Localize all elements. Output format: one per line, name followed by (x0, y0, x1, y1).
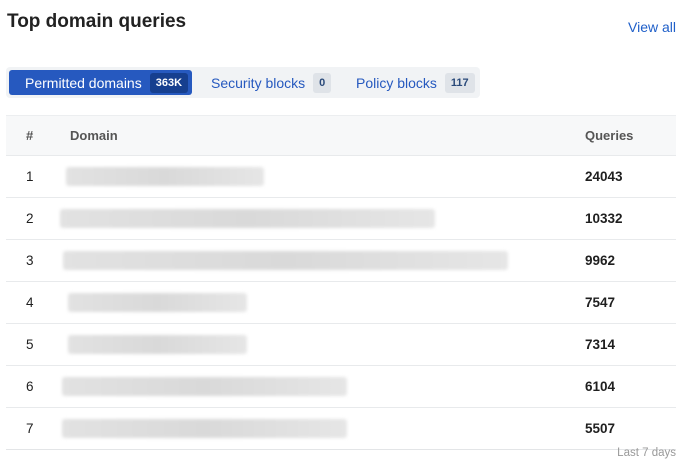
rank: 2 (6, 197, 56, 240)
rank: 6 (6, 365, 56, 408)
column-rank: # (26, 128, 34, 143)
redacted-domain (60, 209, 435, 228)
view-all-link[interactable]: View all (628, 19, 676, 35)
table-header: # Domain Queries (6, 115, 676, 156)
rank: 5 (6, 323, 56, 366)
rank: 7 (6, 407, 56, 450)
redacted-domain (68, 335, 247, 354)
query-count: 10332 (584, 197, 676, 240)
query-count: 24043 (584, 155, 676, 198)
time-period-label: Last 7 days (617, 447, 676, 459)
domain-table: # Domain Queries 1 24043 2 10332 3 9962 4 75… (6, 115, 676, 450)
query-count: 9962 (584, 239, 676, 282)
rank: 3 (6, 239, 56, 282)
table-row[interactable]: 5 7314 (6, 323, 676, 366)
tab-permitted-domains[interactable]: Permitted domains 363K (9, 70, 192, 95)
tab-policy-blocks[interactable]: Policy blocks 117 (356, 70, 475, 95)
redacted-domain (62, 419, 347, 438)
tab-label: Permitted domains (25, 74, 142, 91)
tab-bar: Permitted domains 363K Security blocks 0… (6, 67, 480, 98)
table-row[interactable]: 3 9962 (6, 239, 676, 282)
count-badge: 117 (444, 72, 475, 93)
redacted-domain (68, 293, 247, 312)
query-count: 7547 (584, 281, 676, 324)
column-domain: Domain (70, 128, 118, 143)
redacted-domain (66, 167, 264, 186)
tab-security-blocks[interactable]: Security blocks 0 (211, 70, 332, 95)
table-row[interactable]: 4 7547 (6, 281, 676, 324)
tab-label: Policy blocks (356, 74, 437, 91)
table-row[interactable]: 1 24043 (6, 155, 676, 198)
table-row[interactable]: 7 5507 (6, 407, 676, 450)
redacted-domain (62, 377, 347, 396)
query-count: 6104 (584, 365, 676, 408)
column-queries[interactable]: Queries (585, 128, 634, 143)
query-count: 7314 (584, 323, 676, 366)
rank: 4 (6, 281, 56, 324)
page-title: Top domain queries (7, 11, 187, 32)
rank: 1 (6, 155, 56, 198)
redacted-domain (63, 251, 508, 270)
table-row[interactable]: 2 10332 (6, 197, 676, 240)
tab-label: Security blocks (211, 74, 306, 91)
count-badge: 0 (313, 72, 332, 93)
table-row[interactable]: 6 6104 (6, 365, 676, 408)
count-badge: 363K (149, 72, 189, 93)
query-count: 5507 (584, 407, 676, 450)
